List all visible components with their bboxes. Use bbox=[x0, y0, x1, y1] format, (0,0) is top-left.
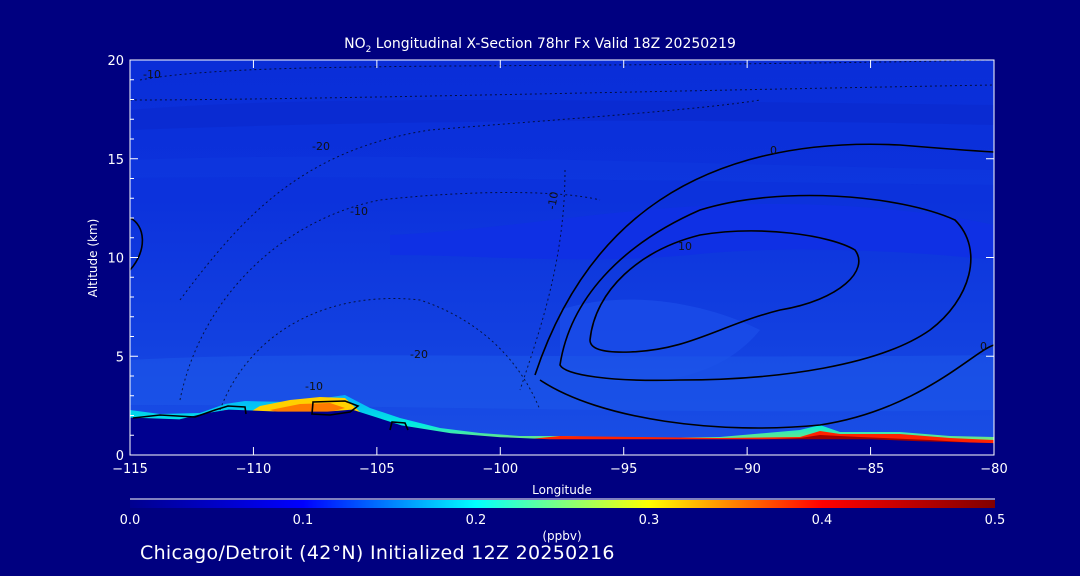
colorbar-tick-label: 0.0 bbox=[120, 513, 141, 528]
contour-label: 0 bbox=[980, 340, 987, 353]
contour-line bbox=[589, 230, 860, 353]
x-tick-label: −110 bbox=[236, 462, 272, 477]
y-tick-label: 20 bbox=[107, 54, 124, 69]
y-tick-label: 15 bbox=[107, 153, 124, 168]
x-tick-label: −100 bbox=[482, 462, 518, 477]
contour-line bbox=[132, 405, 247, 419]
dashed-contours bbox=[130, 60, 994, 411]
contour-label: 0 bbox=[770, 144, 777, 157]
contour-label: -20 bbox=[312, 140, 330, 153]
contour-label: -10 bbox=[350, 205, 368, 218]
x-tick-label: −80 bbox=[980, 462, 1007, 477]
y-tick-label: 0 bbox=[116, 449, 124, 464]
y-tick-label: 5 bbox=[116, 350, 124, 365]
contour-line bbox=[389, 421, 409, 431]
contour-label: -10 bbox=[545, 191, 561, 211]
contour-label: -10 bbox=[143, 68, 161, 81]
contour-line bbox=[139, 60, 994, 81]
y-axis-label: Altitude (km) bbox=[86, 219, 100, 298]
colorbar-tick-label: 0.5 bbox=[985, 513, 1006, 528]
terrain bbox=[130, 409, 994, 455]
x-axis-label: Longitude bbox=[532, 483, 592, 497]
contour-line bbox=[559, 194, 972, 382]
contour-label: -20 bbox=[410, 348, 428, 361]
x-tick-label: −95 bbox=[610, 462, 637, 477]
field-band bbox=[390, 204, 994, 260]
x-tick-label: −90 bbox=[733, 462, 760, 477]
contour-line bbox=[179, 99, 761, 301]
footer-caption: Chicago/Detroit (42°N) Initialized 12Z 2… bbox=[140, 542, 615, 564]
colorbar-ticks: 0.0 0.1 0.2 0.3 0.4 0.5 bbox=[120, 513, 1006, 528]
contour-label: 10 bbox=[678, 240, 692, 253]
colorbar-tick-label: 0.3 bbox=[639, 513, 660, 528]
colorbar bbox=[130, 500, 995, 508]
contour-line bbox=[519, 169, 566, 391]
contour-line bbox=[539, 344, 994, 429]
contour-line bbox=[311, 400, 360, 416]
chart-title: NO2 Longitudinal X-Section 78hr Fx Valid… bbox=[344, 36, 736, 55]
field-band bbox=[130, 156, 994, 185]
contour-line bbox=[179, 192, 601, 401]
colorbar-label: (ppbv) bbox=[542, 529, 581, 543]
x-axis: −115 −110 −105 −100 −95 −90 −85 −80 bbox=[112, 60, 1008, 477]
colorbar-tick-label: 0.4 bbox=[812, 513, 833, 528]
field-band bbox=[130, 100, 994, 130]
concentration-field: -10 -20 -10 -20 -10 0 10 0 -10 bbox=[130, 60, 994, 455]
x-tick-label: −105 bbox=[359, 462, 395, 477]
contour-line bbox=[130, 84, 994, 101]
x-tick-label: −85 bbox=[857, 462, 884, 477]
contour-line bbox=[130, 217, 144, 271]
x-tick-label: −115 bbox=[112, 462, 148, 477]
colorbar-tick-label: 0.1 bbox=[293, 513, 314, 528]
contour-label: -10 bbox=[305, 380, 323, 393]
solid-contours bbox=[130, 143, 994, 431]
contour-line bbox=[534, 143, 994, 376]
colorbar-tick-label: 0.2 bbox=[466, 513, 487, 528]
y-tick-label: 10 bbox=[107, 252, 124, 267]
y-axis: 0 5 10 15 20 bbox=[107, 54, 994, 464]
contour-labels: -10 -20 -10 -20 -10 0 10 0 -10 bbox=[143, 68, 987, 393]
